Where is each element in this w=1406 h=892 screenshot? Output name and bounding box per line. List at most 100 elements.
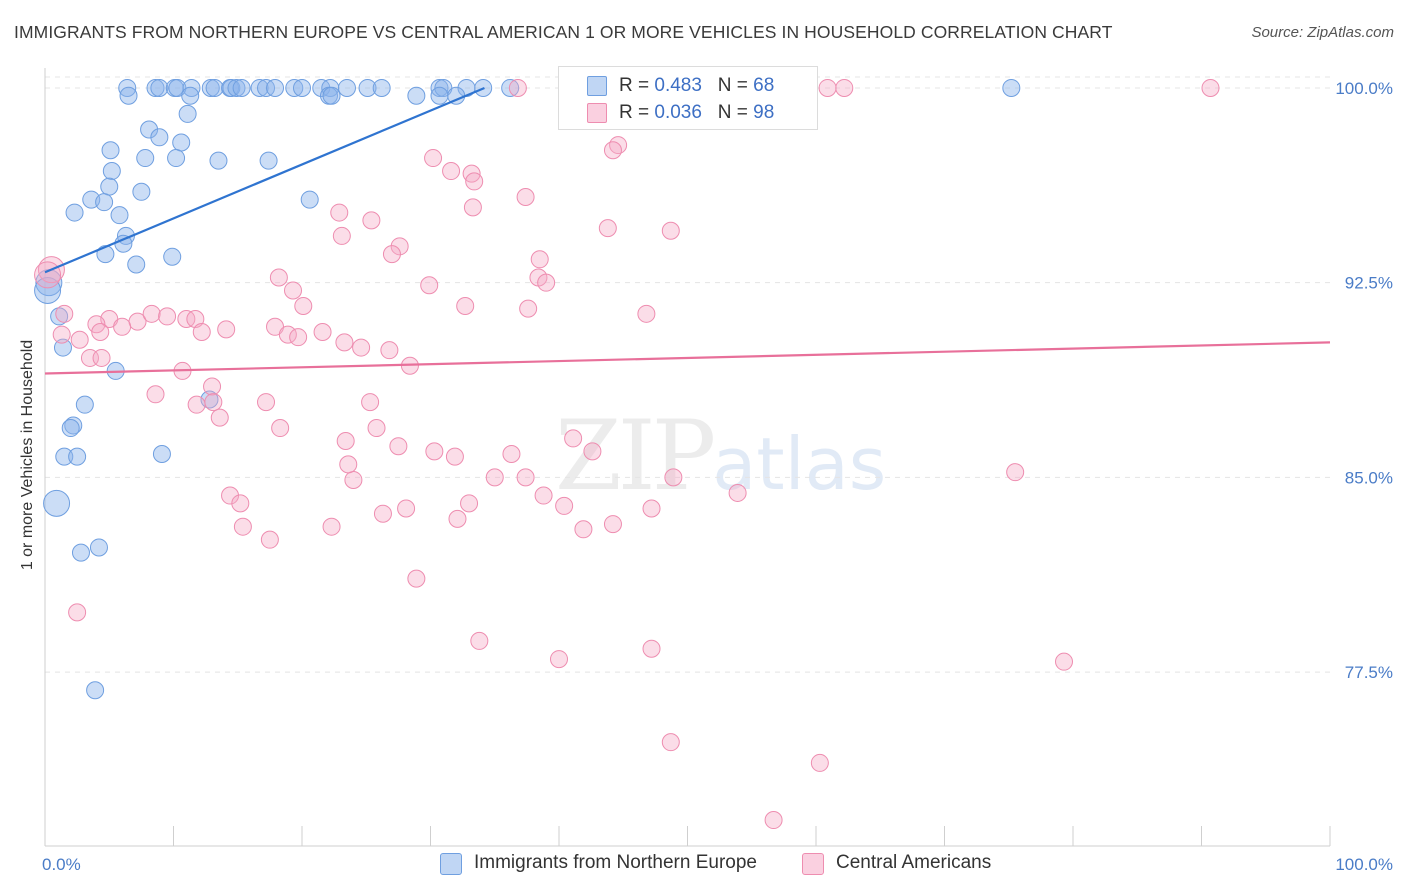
- data-point-central-americans: [603, 141, 622, 160]
- data-point-central-americans: [336, 432, 355, 451]
- data-point-northern-europe: [259, 151, 278, 170]
- data-point-central-americans: [373, 504, 392, 523]
- data-point-central-americans: [313, 322, 332, 341]
- data-point-central-americans: [203, 377, 222, 396]
- data-point-central-americans: [192, 322, 211, 341]
- data-point-northern-europe: [71, 543, 90, 562]
- data-point-northern-europe: [146, 78, 165, 97]
- data-point-northern-europe: [285, 78, 304, 97]
- data-point-northern-europe: [65, 203, 84, 222]
- data-point-central-americans: [534, 486, 553, 505]
- data-point-northern-europe: [68, 447, 87, 466]
- data-point-central-americans: [55, 304, 74, 323]
- data-point-central-americans: [555, 496, 574, 515]
- data-point-central-americans: [271, 419, 290, 438]
- data-point-central-americans: [603, 515, 622, 534]
- data-point-central-americans: [68, 603, 87, 622]
- data-point-northern-europe: [96, 245, 115, 264]
- data-point-central-americans: [583, 442, 602, 461]
- data-point-central-americans: [92, 348, 111, 367]
- data-point-northern-europe: [150, 128, 169, 147]
- data-point-central-americans: [519, 299, 538, 318]
- legend-label-central-americans: Central Americans: [836, 852, 992, 873]
- data-point-central-americans: [52, 325, 71, 344]
- data-point-central-americans: [448, 509, 467, 528]
- data-point-central-americans: [516, 468, 535, 487]
- data-point-northern-europe: [50, 307, 69, 326]
- data-point-northern-europe: [132, 182, 151, 201]
- data-point-central-americans: [294, 297, 313, 316]
- watermark-zip: ZIP: [555, 400, 716, 512]
- data-point-northern-europe: [293, 78, 311, 97]
- data-point-northern-europe: [172, 133, 191, 152]
- data-point-northern-europe: [102, 162, 121, 181]
- legend-r-value: 0.483: [654, 75, 702, 96]
- data-point-central-americans: [442, 162, 461, 181]
- data-point-central-americans: [397, 499, 416, 518]
- chart-source: Source: ZipAtlas.com: [1251, 24, 1394, 41]
- data-point-northern-europe: [34, 276, 62, 304]
- data-point-northern-europe: [372, 78, 391, 97]
- data-point-central-americans: [764, 811, 783, 830]
- data-point-central-americans: [339, 455, 358, 474]
- data-point-northern-europe: [250, 78, 269, 97]
- data-point-central-americans: [382, 245, 401, 264]
- data-point-northern-europe: [136, 149, 155, 168]
- trendline-northern-europe: [44, 86, 485, 274]
- data-point-northern-europe: [53, 338, 72, 357]
- data-point-central-americans: [344, 470, 363, 489]
- y-tick-label: 100.0%: [1335, 79, 1393, 98]
- data-point-central-americans: [380, 341, 399, 360]
- trendline-central-americans: [44, 341, 1331, 375]
- data-point-central-americans: [574, 520, 593, 539]
- watermark: ZIPatlas: [555, 400, 886, 512]
- data-point-central-americans: [460, 494, 479, 513]
- data-point-central-americans: [407, 569, 426, 588]
- data-point-central-americans: [598, 219, 617, 238]
- data-point-central-americans: [91, 322, 110, 341]
- data-point-northern-europe: [61, 419, 80, 438]
- data-point-central-americans: [289, 328, 308, 347]
- legend-swatch-pink: [802, 853, 824, 875]
- data-point-northern-europe: [232, 78, 251, 97]
- data-point-northern-europe: [181, 86, 200, 105]
- x-tick-label-max: 100.0%: [1335, 855, 1393, 874]
- data-point-central-americans: [352, 338, 371, 357]
- data-point-northern-europe: [86, 681, 105, 700]
- data-point-northern-europe: [118, 78, 137, 97]
- data-point-central-americans: [530, 250, 549, 269]
- data-point-northern-europe: [178, 104, 197, 123]
- data-point-central-americans: [389, 437, 408, 456]
- data-point-central-americans: [835, 78, 854, 97]
- data-point-northern-europe: [110, 206, 129, 225]
- data-point-central-americans: [284, 281, 303, 300]
- data-point-northern-europe: [430, 86, 449, 105]
- data-point-northern-europe: [222, 78, 241, 97]
- data-point-central-americans: [233, 517, 252, 536]
- data-point-northern-europe: [152, 445, 171, 463]
- data-point-northern-europe: [182, 78, 201, 97]
- data-point-northern-europe: [201, 78, 220, 97]
- data-point-northern-europe: [140, 120, 159, 139]
- data-point-northern-europe: [322, 86, 341, 105]
- correlation-legend: R = 0.483 N = 68 R = 0.036 N = 98: [558, 66, 818, 130]
- data-point-northern-europe: [358, 78, 377, 97]
- legend-r-label: R =: [619, 102, 655, 123]
- data-point-central-americans: [508, 78, 527, 97]
- data-point-northern-europe: [43, 489, 71, 517]
- data-point-central-americans: [728, 483, 747, 502]
- data-point-northern-europe: [100, 177, 119, 196]
- legend-n-label: N =: [717, 75, 754, 96]
- data-point-central-americans: [463, 198, 482, 217]
- data-point-central-americans: [390, 237, 409, 256]
- data-point-northern-europe: [101, 141, 120, 160]
- data-point-central-americans: [661, 733, 680, 752]
- data-point-central-americans: [335, 333, 354, 352]
- data-point-central-americans: [146, 385, 165, 404]
- data-point-central-americans: [187, 395, 206, 414]
- data-point-northern-europe: [300, 190, 319, 209]
- data-point-northern-europe: [64, 416, 83, 435]
- data-point-central-americans: [661, 221, 680, 240]
- data-point-central-americans: [516, 187, 535, 206]
